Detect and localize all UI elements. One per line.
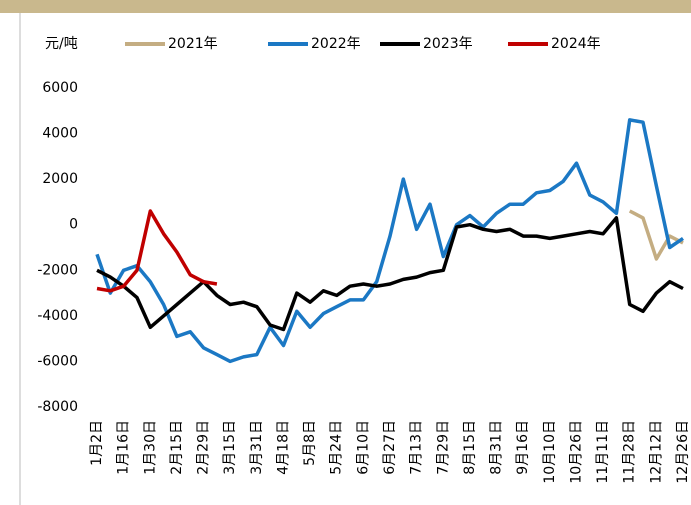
- x-tick-label: 6月27日: [382, 420, 398, 475]
- legend-label: 2024年: [551, 36, 601, 52]
- series-line: [96, 209, 218, 293]
- y-tick-label: -4000: [37, 308, 78, 324]
- series-line: [95, 118, 684, 364]
- x-tick-label: 10月10日: [542, 420, 558, 484]
- y-tick-label: 6000: [42, 80, 78, 96]
- x-tick-label: 4月18日: [275, 420, 291, 475]
- y-unit: 元/吨: [45, 36, 78, 52]
- x-tick-label: 2月15日: [169, 420, 185, 475]
- y-tick-label: 4000: [42, 126, 78, 142]
- x-tick-label: 12月12日: [648, 420, 664, 484]
- legend-label: 2021年: [168, 36, 218, 52]
- x-tick-label: 8月31日: [489, 420, 505, 475]
- x-tick-label: 1月16日: [116, 420, 132, 475]
- x-tick-label: 11月28日: [622, 420, 638, 484]
- y-tick-label: -2000: [37, 262, 78, 278]
- y-tick-label: -6000: [37, 353, 78, 369]
- x-tick-label: 10月26日: [568, 420, 584, 484]
- series-line: [96, 216, 684, 332]
- x-tick-label: 5月8日: [302, 420, 318, 466]
- x-tick-label: 3月15日: [222, 420, 238, 475]
- x-tick-label: 9月16日: [515, 420, 531, 475]
- x-tick-label: 12月26日: [675, 420, 691, 484]
- legend-label: 2023年: [423, 36, 473, 52]
- y-tick-label: 2000: [42, 171, 78, 187]
- x-tick-label: 8月15日: [462, 420, 478, 475]
- x-tick-label: 7月13日: [409, 420, 425, 475]
- x-tick-label: 3月31日: [249, 420, 265, 475]
- x-tick-label: 6月10日: [355, 420, 371, 475]
- legend-label: 2022年: [311, 36, 361, 52]
- y-tick-label: -8000: [37, 399, 78, 415]
- x-tick-label: 5月24日: [329, 420, 345, 475]
- series-line: [628, 209, 684, 261]
- header-bar: [0, 0, 691, 13]
- x-tick-label: 2月29日: [196, 420, 212, 475]
- x-tick-label: 1月2日: [89, 420, 105, 466]
- x-tick-label: 11月11日: [595, 420, 611, 484]
- x-tick-label: 7月29日: [435, 420, 451, 475]
- y-tick-label: 0: [69, 217, 78, 233]
- x-tick-label: 1月30日: [142, 420, 158, 475]
